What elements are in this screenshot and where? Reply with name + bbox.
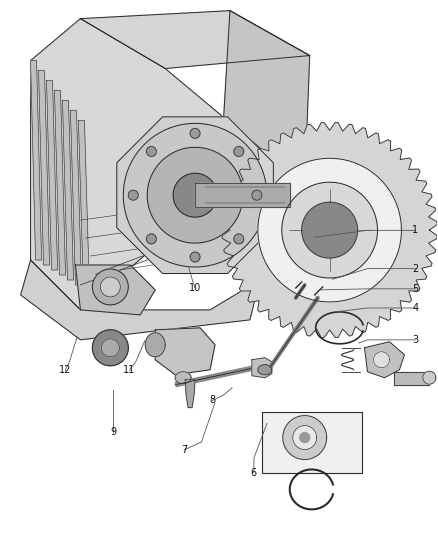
Polygon shape — [423, 371, 436, 384]
Circle shape — [92, 269, 128, 305]
Polygon shape — [282, 182, 378, 278]
Circle shape — [190, 128, 200, 139]
Polygon shape — [175, 372, 191, 384]
Polygon shape — [258, 365, 272, 375]
Polygon shape — [395, 372, 429, 385]
Text: 7: 7 — [181, 445, 187, 455]
Bar — [262, 411, 361, 473]
Circle shape — [146, 234, 156, 244]
Polygon shape — [195, 183, 290, 207]
Text: 1: 1 — [413, 225, 419, 236]
Text: 8: 8 — [209, 395, 215, 406]
Polygon shape — [222, 123, 437, 338]
Text: 3: 3 — [413, 335, 419, 345]
Circle shape — [234, 234, 244, 244]
Polygon shape — [173, 173, 217, 217]
Circle shape — [128, 190, 138, 200]
Polygon shape — [75, 265, 155, 315]
Polygon shape — [54, 91, 66, 275]
Polygon shape — [145, 333, 165, 357]
Polygon shape — [63, 100, 74, 280]
Polygon shape — [46, 80, 57, 270]
Text: 11: 11 — [124, 365, 136, 375]
Polygon shape — [293, 425, 317, 449]
Polygon shape — [71, 110, 81, 285]
Polygon shape — [252, 358, 272, 378]
Polygon shape — [155, 328, 215, 375]
Text: 10: 10 — [189, 283, 201, 293]
Polygon shape — [258, 158, 401, 302]
Polygon shape — [31, 61, 42, 260]
Polygon shape — [147, 147, 243, 243]
Polygon shape — [185, 379, 195, 408]
Polygon shape — [92, 330, 128, 366]
Circle shape — [190, 252, 200, 262]
Polygon shape — [81, 11, 310, 69]
Text: 6: 6 — [251, 468, 257, 478]
Polygon shape — [124, 123, 267, 267]
Circle shape — [252, 190, 262, 200]
Polygon shape — [101, 339, 119, 357]
Circle shape — [234, 147, 244, 157]
Circle shape — [146, 147, 156, 157]
Text: 4: 4 — [413, 303, 419, 313]
Polygon shape — [302, 202, 357, 258]
Text: 5: 5 — [412, 284, 419, 294]
Text: 2: 2 — [412, 264, 419, 273]
Polygon shape — [117, 117, 273, 273]
Text: 12: 12 — [59, 365, 71, 375]
Polygon shape — [31, 19, 305, 310]
Polygon shape — [300, 433, 310, 442]
Polygon shape — [39, 70, 49, 265]
Polygon shape — [222, 11, 310, 185]
Polygon shape — [364, 342, 404, 378]
Polygon shape — [21, 260, 260, 340]
Polygon shape — [374, 352, 389, 368]
Text: 9: 9 — [110, 427, 117, 438]
Polygon shape — [283, 416, 327, 459]
Circle shape — [100, 277, 120, 297]
Polygon shape — [78, 120, 89, 290]
